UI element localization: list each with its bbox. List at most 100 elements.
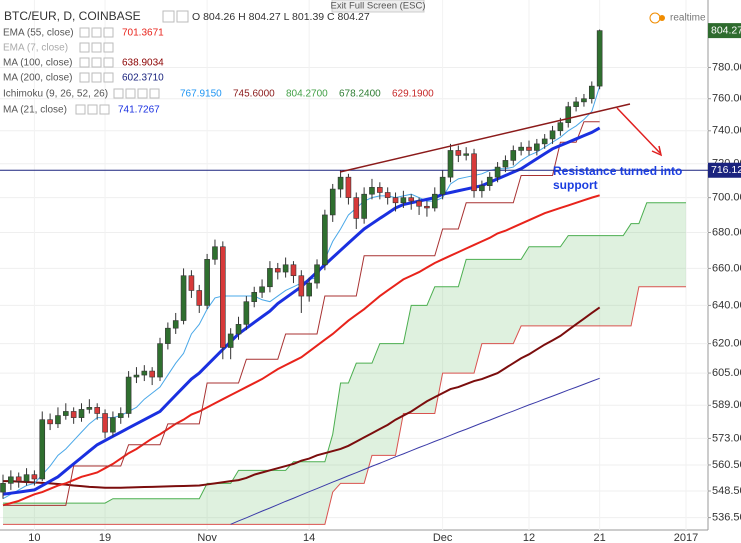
y-tick-label: 605.00 bbox=[712, 367, 741, 379]
candle-body bbox=[110, 417, 116, 433]
candle-body bbox=[369, 187, 375, 195]
icon[interactable] bbox=[113, 88, 124, 99]
candle-body bbox=[227, 333, 234, 348]
x-tick-label: Nov bbox=[197, 532, 217, 543]
candle-body bbox=[596, 30, 603, 87]
indicator-line bbox=[3, 202, 686, 504]
legend-value: 741.7267 bbox=[118, 105, 160, 116]
candle-body bbox=[581, 98, 587, 103]
candle-body bbox=[55, 415, 61, 425]
candle-body bbox=[157, 343, 163, 378]
candle-body bbox=[172, 320, 179, 329]
candle-body bbox=[94, 407, 101, 414]
icon[interactable] bbox=[125, 88, 136, 99]
candle-body bbox=[329, 188, 336, 216]
exit-button[interactable] bbox=[331, 0, 425, 13]
candle-body bbox=[510, 150, 517, 161]
candle-body bbox=[353, 197, 360, 219]
indicator-line bbox=[3, 306, 601, 489]
icon[interactable] bbox=[79, 27, 90, 38]
candle-body bbox=[573, 101, 579, 107]
candle-body bbox=[235, 324, 242, 335]
candle-body bbox=[31, 474, 38, 480]
candle-body bbox=[447, 150, 454, 178]
legend-value: 602.3710 bbox=[122, 73, 164, 84]
candle-body bbox=[557, 122, 564, 132]
candle-body bbox=[180, 275, 187, 321]
icon[interactable] bbox=[79, 72, 90, 83]
candle-body bbox=[416, 200, 422, 207]
plot bbox=[0, 0, 708, 530]
icon[interactable] bbox=[87, 104, 98, 115]
legend-value: 804.2700 bbox=[286, 89, 328, 100]
icon[interactable] bbox=[79, 57, 90, 68]
candle-body bbox=[541, 138, 548, 145]
legend-label: Ichimoku (9, 26, 52, 26) bbox=[3, 89, 108, 100]
candle-body bbox=[392, 197, 399, 204]
candle-body bbox=[463, 153, 469, 156]
icon[interactable] bbox=[91, 57, 102, 68]
candle-body bbox=[133, 374, 140, 378]
candle-body bbox=[400, 197, 407, 204]
candle-body bbox=[259, 286, 265, 293]
candle-body bbox=[534, 143, 540, 151]
candle-body bbox=[479, 185, 485, 192]
icon[interactable] bbox=[137, 88, 148, 99]
y-tick-label: 760.00 bbox=[712, 93, 741, 105]
candle-body bbox=[102, 413, 108, 433]
icon[interactable] bbox=[162, 10, 175, 23]
icon[interactable] bbox=[91, 72, 102, 83]
legend-value: 638.9034 bbox=[122, 58, 164, 69]
icon[interactable] bbox=[103, 27, 114, 38]
price-tag-label: 716.12 bbox=[711, 164, 741, 176]
x-tick-label: 14 bbox=[303, 532, 315, 543]
candle-body bbox=[471, 153, 477, 192]
candle-body bbox=[149, 370, 155, 378]
icon[interactable] bbox=[103, 72, 114, 83]
candle-body bbox=[361, 193, 367, 219]
legend-value: 745.6000 bbox=[233, 89, 275, 100]
candle-body bbox=[424, 205, 430, 209]
candle-body bbox=[384, 192, 391, 198]
candle-body bbox=[23, 474, 30, 482]
exit-text[interactable]: Exit Full Screen (ESC) bbox=[330, 1, 425, 12]
icon[interactable] bbox=[99, 104, 110, 115]
icon[interactable] bbox=[91, 27, 102, 38]
candle-body bbox=[125, 376, 132, 414]
icon[interactable] bbox=[75, 104, 86, 115]
realtime-icon bbox=[649, 12, 661, 24]
x-tick-label: 2017 bbox=[674, 532, 698, 543]
candle-body bbox=[298, 275, 305, 297]
icon[interactable] bbox=[103, 42, 114, 53]
y-tick-label: 700.00 bbox=[712, 192, 741, 204]
candle-body bbox=[212, 246, 218, 260]
x-tick-label: 19 bbox=[99, 532, 111, 543]
legend-value: 767.9150 bbox=[180, 89, 222, 100]
candle-body bbox=[220, 246, 226, 348]
realtime-dot bbox=[659, 15, 665, 21]
y-tick-label: 740.00 bbox=[712, 125, 741, 137]
annotation: Resistance turned into support bbox=[553, 164, 683, 192]
legend-value: 701.3671 bbox=[122, 28, 164, 39]
candle-body bbox=[39, 419, 46, 480]
y-tick-label: 780.00 bbox=[712, 61, 741, 73]
y-tick-label: 640.00 bbox=[712, 299, 741, 311]
arrow-line bbox=[616, 107, 661, 154]
icon[interactable] bbox=[103, 57, 114, 68]
icon[interactable] bbox=[91, 42, 102, 53]
icon[interactable] bbox=[149, 88, 160, 99]
resistance-trendline bbox=[339, 103, 631, 173]
candle-body bbox=[0, 483, 6, 493]
candle-body bbox=[345, 176, 352, 198]
candle-body bbox=[518, 146, 524, 151]
y-tick-label: 548.50 bbox=[712, 485, 741, 497]
icon[interactable] bbox=[176, 10, 189, 23]
x-tick-label: 21 bbox=[594, 532, 606, 543]
y-tick-label: 620.00 bbox=[712, 338, 741, 350]
x-tick-label: 12 bbox=[523, 532, 535, 543]
icon[interactable] bbox=[79, 42, 90, 53]
candle-body bbox=[377, 187, 383, 193]
legend-label: MA (100, close) bbox=[3, 58, 72, 69]
